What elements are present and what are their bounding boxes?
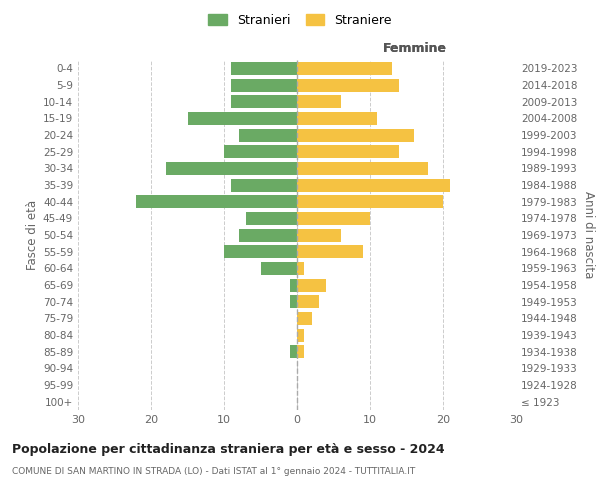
Bar [224, 245, 297, 258]
Bar [166, 162, 297, 175]
Bar [232, 178, 297, 192]
Bar [297, 62, 392, 75]
Bar [297, 78, 399, 92]
Bar [232, 62, 297, 75]
Text: Femmine: Femmine [383, 42, 447, 55]
Bar [297, 295, 319, 308]
Bar [297, 128, 414, 141]
Bar [260, 262, 297, 275]
Bar [297, 95, 341, 108]
Bar [290, 295, 297, 308]
Bar [188, 112, 297, 125]
Text: Popolazione per cittadinanza straniera per età e sesso - 2024: Popolazione per cittadinanza straniera p… [12, 442, 445, 456]
Legend: Stranieri, Straniere: Stranieri, Straniere [203, 8, 397, 32]
Bar [290, 278, 297, 291]
Bar [297, 312, 311, 325]
Bar [297, 262, 304, 275]
Bar [297, 178, 451, 192]
Bar [297, 112, 377, 125]
Bar [239, 228, 297, 241]
Bar [224, 145, 297, 158]
Bar [136, 195, 297, 208]
Bar [297, 228, 341, 241]
Bar [232, 78, 297, 92]
Bar [290, 345, 297, 358]
Bar [232, 95, 297, 108]
Bar [297, 345, 304, 358]
Y-axis label: Fasce di età: Fasce di età [26, 200, 39, 270]
Bar [297, 162, 428, 175]
Bar [297, 195, 443, 208]
Bar [297, 328, 304, 342]
Bar [246, 212, 297, 225]
Bar [239, 128, 297, 141]
Text: Femmine: Femmine [383, 42, 447, 55]
Y-axis label: Anni di nascita: Anni di nascita [582, 192, 595, 278]
Bar [297, 278, 326, 291]
Bar [297, 212, 370, 225]
Bar [297, 245, 363, 258]
Text: COMUNE DI SAN MARTINO IN STRADA (LO) - Dati ISTAT al 1° gennaio 2024 - TUTTITALI: COMUNE DI SAN MARTINO IN STRADA (LO) - D… [12, 468, 415, 476]
Bar [297, 145, 399, 158]
